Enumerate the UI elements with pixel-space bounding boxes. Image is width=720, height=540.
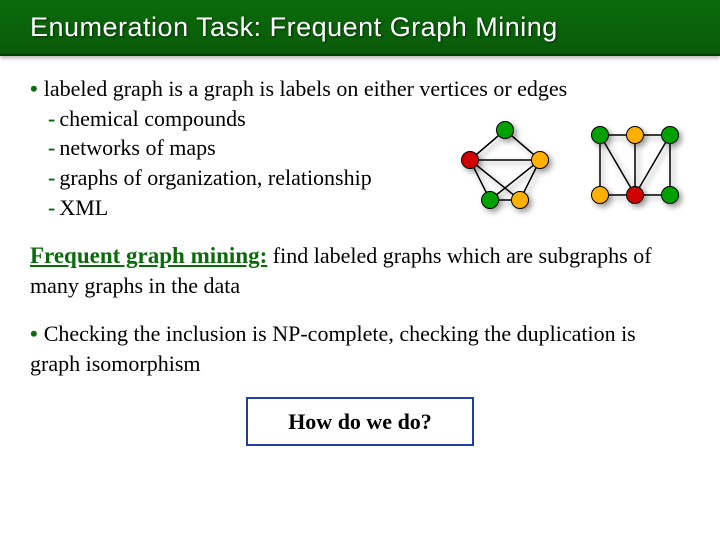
bullet-icon: • xyxy=(30,321,38,346)
dash-icon: - xyxy=(48,195,55,220)
graph-node xyxy=(481,191,499,209)
graph-a xyxy=(450,120,560,220)
graph-node xyxy=(661,186,679,204)
callout-box: How do we do? xyxy=(246,397,474,447)
bullet-2-text: Checking the inclusion is NP-complete, c… xyxy=(30,321,636,376)
sub-2-text: networks of maps xyxy=(59,135,215,160)
graph-node xyxy=(661,126,679,144)
graph-illustrations xyxy=(450,120,690,220)
graph-node xyxy=(591,126,609,144)
graph-node xyxy=(626,126,644,144)
graph-node xyxy=(626,186,644,204)
dash-icon: - xyxy=(48,165,55,190)
graph-node xyxy=(461,151,479,169)
bullet-2-section: •Checking the inclusion is NP-complete, … xyxy=(30,319,690,378)
bullet-1: •labeled graph is a graph is labels on e… xyxy=(30,74,690,104)
graph-node xyxy=(511,191,529,209)
graph-b xyxy=(580,120,690,220)
definition-section: Frequent graph mining: find labeled grap… xyxy=(30,240,690,301)
slide-content: •labeled graph is a graph is labels on e… xyxy=(0,56,720,446)
graph-node xyxy=(591,186,609,204)
dash-icon: - xyxy=(48,135,55,160)
bullet-icon: • xyxy=(30,76,38,101)
graph-node xyxy=(531,151,549,169)
sub-4-text: XML xyxy=(59,195,108,220)
graph-node xyxy=(496,121,514,139)
sub-3-text: graphs of organization, relationship xyxy=(59,165,371,190)
bullet-1-text: labeled graph is a graph is labels on ei… xyxy=(44,76,568,101)
term-label: Frequent graph mining: xyxy=(30,243,267,268)
sub-1-text: chemical compounds xyxy=(59,106,245,131)
callout-text: How do we do? xyxy=(288,409,432,434)
dash-icon: - xyxy=(48,106,55,131)
title-bar: Enumeration Task: Frequent Graph Mining xyxy=(0,0,720,56)
slide-title: Enumeration Task: Frequent Graph Mining xyxy=(30,12,558,43)
